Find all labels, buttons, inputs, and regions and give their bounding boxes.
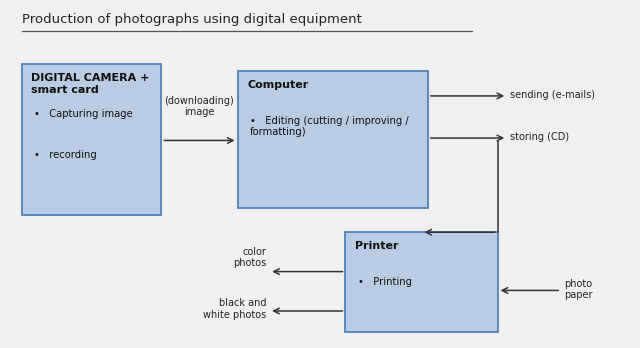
Text: storing (CD): storing (CD)	[510, 132, 570, 142]
Text: •   Capturing image: • Capturing image	[35, 109, 133, 119]
Text: black and
white photos: black and white photos	[203, 299, 266, 320]
Text: •   recording: • recording	[35, 150, 97, 160]
Text: DIGITAL CAMERA +
smart card: DIGITAL CAMERA + smart card	[31, 73, 150, 95]
FancyBboxPatch shape	[237, 71, 428, 208]
Text: Computer: Computer	[247, 80, 308, 90]
FancyBboxPatch shape	[22, 64, 161, 215]
FancyBboxPatch shape	[346, 232, 498, 332]
Text: photo
paper: photo paper	[564, 279, 593, 300]
Text: •   Printing: • Printing	[358, 277, 412, 287]
Text: Production of photographs using digital equipment: Production of photographs using digital …	[22, 13, 362, 26]
Text: color
photos: color photos	[233, 247, 266, 268]
Text: •   Editing (cutting / improving /
formatting): • Editing (cutting / improving / formatt…	[250, 116, 409, 137]
Text: sending (e-mails): sending (e-mails)	[510, 90, 595, 100]
Text: (downloading)
image: (downloading) image	[164, 96, 234, 118]
Text: Printer: Printer	[355, 241, 398, 251]
